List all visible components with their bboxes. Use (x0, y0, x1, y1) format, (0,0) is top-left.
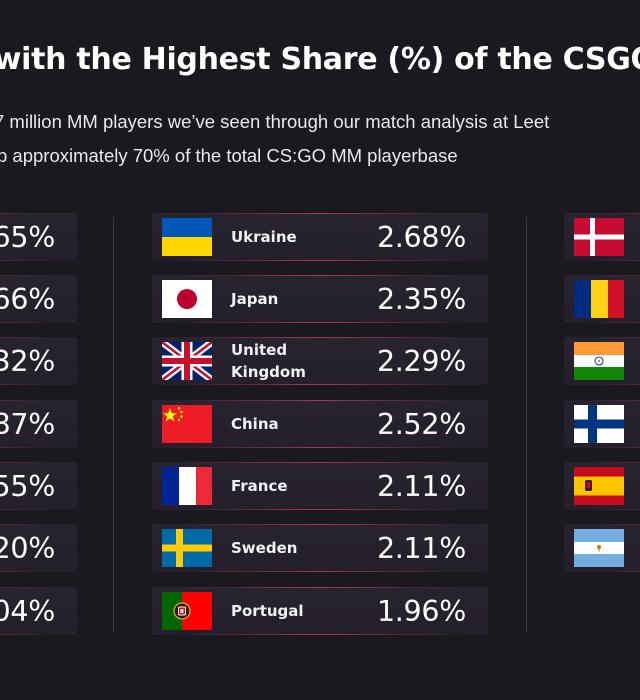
country-card-spain (564, 462, 640, 510)
share-percent: 2.52% (376, 407, 466, 441)
denmark-flag-icon (574, 218, 624, 256)
france-flag-icon (162, 467, 212, 505)
china-flag-icon (162, 405, 212, 443)
country-card: 32% (0, 337, 77, 385)
subtitle-line-1: 7 million MM players we’ve seen through … (0, 111, 550, 132)
share-percent: 2.11% (376, 531, 466, 565)
column-divider-right (526, 217, 527, 633)
japan-flag-icon (162, 280, 212, 318)
country-name: China (231, 415, 279, 433)
share-percent: 87% (0, 407, 55, 441)
india-flag-icon (574, 342, 624, 380)
country-card-united-kingdom: United Kingdom 2.29% (152, 337, 488, 385)
country-card-france: France 2.11% (152, 462, 488, 510)
share-percent: 32% (0, 344, 55, 378)
finland-flag-icon (574, 405, 624, 443)
country-name: France (231, 477, 288, 495)
country-card-ukraine: Ukraine 2.68% (152, 213, 488, 261)
uk-flag-icon (162, 342, 212, 380)
country-card: 20% (0, 524, 77, 572)
page-title: s with the Highest Share (%) of the CSGO… (0, 42, 640, 77)
country-card-china: China 2.52% (152, 400, 488, 448)
sweden-flag-icon (162, 529, 212, 567)
column-divider-left (113, 217, 114, 633)
spain-flag-icon (574, 467, 624, 505)
country-card-romania (564, 275, 640, 323)
share-percent: 1.96% (376, 594, 466, 628)
share-percent: 2.35% (376, 282, 466, 316)
subtitle-line-2: p approximately 70% of the total CS:GO M… (0, 145, 458, 166)
country-name: Sweden (231, 539, 298, 557)
country-name: Portugal (231, 602, 304, 620)
country-card: 04% (0, 587, 77, 635)
portugal-flag-icon (162, 592, 212, 630)
share-percent: 04% (0, 594, 55, 628)
share-percent: 2.11% (376, 469, 466, 503)
country-card-finland (564, 400, 640, 448)
country-card-argentina (564, 524, 640, 572)
share-percent: 2.68% (376, 220, 466, 254)
argentina-flag-icon (574, 529, 624, 567)
share-percent: 20% (0, 531, 55, 565)
country-card: 87% (0, 400, 77, 448)
country-name: Ukraine (231, 228, 297, 246)
country-card-japan: Japan 2.35% (152, 275, 488, 323)
country-card-sweden: Sweden 2.11% (152, 524, 488, 572)
country-name: Japan (231, 290, 279, 308)
country-card-denmark (564, 213, 640, 261)
share-percent: 65% (0, 220, 55, 254)
ukraine-flag-icon (162, 218, 212, 256)
share-percent: 66% (0, 282, 55, 316)
country-name: United Kingdom (231, 341, 306, 381)
country-card: 65% (0, 213, 77, 261)
romania-flag-icon (574, 280, 624, 318)
country-card: 55% (0, 462, 77, 510)
country-card-india (564, 337, 640, 385)
share-percent: 2.29% (376, 344, 466, 378)
country-card-portugal: Portugal 1.96% (152, 587, 488, 635)
share-percent: 55% (0, 469, 55, 503)
country-card: 66% (0, 275, 77, 323)
